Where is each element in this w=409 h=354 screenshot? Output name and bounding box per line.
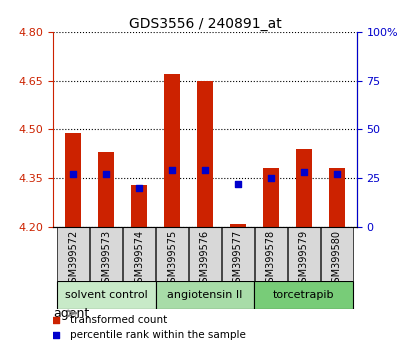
- Bar: [229, 223, 246, 227]
- FancyBboxPatch shape: [123, 227, 155, 281]
- Text: GSM399574: GSM399574: [134, 229, 144, 289]
- FancyBboxPatch shape: [221, 227, 254, 281]
- Text: GSM399578: GSM399578: [265, 229, 275, 289]
- FancyBboxPatch shape: [189, 227, 220, 281]
- Text: GSM399573: GSM399573: [101, 229, 111, 289]
- Text: GSM399575: GSM399575: [166, 229, 177, 289]
- FancyBboxPatch shape: [254, 227, 286, 281]
- FancyBboxPatch shape: [320, 227, 352, 281]
- FancyBboxPatch shape: [56, 281, 155, 309]
- Point: [53, 317, 59, 322]
- Point: [201, 167, 208, 173]
- Bar: [262, 168, 279, 227]
- Point: [333, 171, 339, 177]
- Bar: [196, 81, 213, 227]
- Point: [135, 185, 142, 191]
- Title: GDS3556 / 240891_at: GDS3556 / 240891_at: [128, 17, 281, 31]
- Text: agent: agent: [53, 307, 89, 320]
- Bar: [98, 152, 114, 227]
- Point: [169, 167, 175, 173]
- Point: [103, 171, 109, 177]
- Text: GSM399580: GSM399580: [331, 229, 341, 289]
- Text: GSM399572: GSM399572: [68, 229, 78, 289]
- Bar: [295, 149, 311, 227]
- FancyBboxPatch shape: [287, 227, 319, 281]
- Bar: [328, 168, 344, 227]
- Text: solvent control: solvent control: [65, 290, 147, 300]
- Point: [300, 169, 306, 175]
- Text: GSM399577: GSM399577: [232, 229, 243, 289]
- Text: GSM399579: GSM399579: [298, 229, 308, 289]
- Bar: [130, 184, 147, 227]
- Text: angiotensin II: angiotensin II: [167, 290, 242, 300]
- FancyBboxPatch shape: [254, 281, 353, 309]
- Bar: [65, 132, 81, 227]
- Point: [53, 332, 59, 338]
- Text: torcetrapib: torcetrapib: [272, 290, 334, 300]
- Text: GSM399576: GSM399576: [200, 229, 209, 289]
- FancyBboxPatch shape: [90, 227, 122, 281]
- Point: [234, 181, 240, 187]
- Text: transformed count: transformed count: [70, 315, 167, 325]
- Point: [267, 175, 274, 181]
- Bar: [163, 74, 180, 227]
- Text: percentile rank within the sample: percentile rank within the sample: [70, 330, 245, 340]
- FancyBboxPatch shape: [155, 281, 254, 309]
- FancyBboxPatch shape: [57, 227, 89, 281]
- FancyBboxPatch shape: [155, 227, 188, 281]
- Point: [70, 171, 76, 177]
